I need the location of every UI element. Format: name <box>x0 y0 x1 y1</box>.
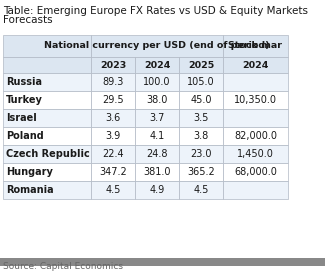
Text: Russia: Russia <box>6 77 42 87</box>
Text: 2025: 2025 <box>188 61 214 70</box>
Text: 38.0: 38.0 <box>146 95 168 105</box>
Text: 68,000.0: 68,000.0 <box>234 167 277 177</box>
Text: Czech Republic: Czech Republic <box>6 149 90 159</box>
Text: 105.0: 105.0 <box>187 77 215 87</box>
Bar <box>3 91 91 109</box>
Text: 22.4: 22.4 <box>102 149 124 159</box>
Bar <box>223 109 288 127</box>
Bar <box>223 145 288 163</box>
Text: 10,350.0: 10,350.0 <box>234 95 277 105</box>
Bar <box>91 145 135 163</box>
Bar <box>91 163 135 181</box>
Text: 23.0: 23.0 <box>190 149 212 159</box>
Text: 100.0: 100.0 <box>143 77 171 87</box>
Bar <box>179 57 223 73</box>
Text: 82,000.0: 82,000.0 <box>234 131 277 141</box>
Text: 89.3: 89.3 <box>102 77 124 87</box>
Text: Stock mar: Stock mar <box>228 41 282 51</box>
Bar <box>91 181 135 199</box>
Text: 347.2: 347.2 <box>99 167 127 177</box>
Bar <box>3 57 91 73</box>
Bar <box>179 145 223 163</box>
Bar <box>135 145 179 163</box>
Bar <box>3 163 91 181</box>
Bar <box>223 181 288 199</box>
Bar <box>223 163 288 181</box>
Bar <box>0 258 325 266</box>
Bar <box>135 109 179 127</box>
Bar <box>91 127 135 145</box>
Bar <box>91 109 135 127</box>
Bar <box>135 163 179 181</box>
Text: Turkey: Turkey <box>6 95 43 105</box>
Bar <box>135 57 179 73</box>
Bar <box>135 91 179 109</box>
Bar <box>91 73 135 91</box>
Bar <box>3 127 91 145</box>
Text: 381.0: 381.0 <box>143 167 171 177</box>
Text: National currency per USD (end of period): National currency per USD (end of period… <box>44 41 270 51</box>
Text: Forecasts: Forecasts <box>3 15 53 25</box>
Bar <box>223 127 288 145</box>
Text: Hungary: Hungary <box>6 167 53 177</box>
Bar <box>135 181 179 199</box>
Text: 365.2: 365.2 <box>187 167 215 177</box>
Text: 2024: 2024 <box>242 61 269 70</box>
Text: 3.8: 3.8 <box>193 131 209 141</box>
Bar <box>179 181 223 199</box>
Text: 2023: 2023 <box>100 61 126 70</box>
Bar <box>179 163 223 181</box>
Text: 2024: 2024 <box>144 61 170 70</box>
Text: Poland: Poland <box>6 131 44 141</box>
Text: 1,450.0: 1,450.0 <box>237 149 274 159</box>
Text: Israel: Israel <box>6 113 37 123</box>
Text: 4.1: 4.1 <box>150 131 165 141</box>
Text: 4.9: 4.9 <box>150 185 165 195</box>
Bar <box>135 73 179 91</box>
Bar <box>91 35 223 57</box>
Bar <box>91 57 135 73</box>
Bar <box>179 73 223 91</box>
Bar <box>3 73 91 91</box>
Text: 3.9: 3.9 <box>105 131 121 141</box>
Bar <box>3 145 91 163</box>
Text: Source: Capital Economics: Source: Capital Economics <box>3 262 123 271</box>
Bar <box>91 91 135 109</box>
Bar <box>3 109 91 127</box>
Text: 4.5: 4.5 <box>105 185 121 195</box>
Bar <box>135 127 179 145</box>
Bar <box>223 35 288 57</box>
Bar <box>179 127 223 145</box>
Text: 3.6: 3.6 <box>105 113 121 123</box>
Bar <box>223 91 288 109</box>
Bar <box>223 73 288 91</box>
Bar <box>3 35 91 57</box>
Text: 4.5: 4.5 <box>193 185 209 195</box>
Text: Table: Emerging Europe FX Rates vs USD & Equity Markets: Table: Emerging Europe FX Rates vs USD &… <box>3 6 308 16</box>
Text: 3.7: 3.7 <box>149 113 165 123</box>
Text: 29.5: 29.5 <box>102 95 124 105</box>
Text: 3.5: 3.5 <box>193 113 209 123</box>
Bar <box>179 91 223 109</box>
Text: Romania: Romania <box>6 185 54 195</box>
Bar <box>3 181 91 199</box>
Text: 45.0: 45.0 <box>190 95 212 105</box>
Bar <box>223 57 288 73</box>
Bar <box>179 109 223 127</box>
Text: 24.8: 24.8 <box>146 149 168 159</box>
